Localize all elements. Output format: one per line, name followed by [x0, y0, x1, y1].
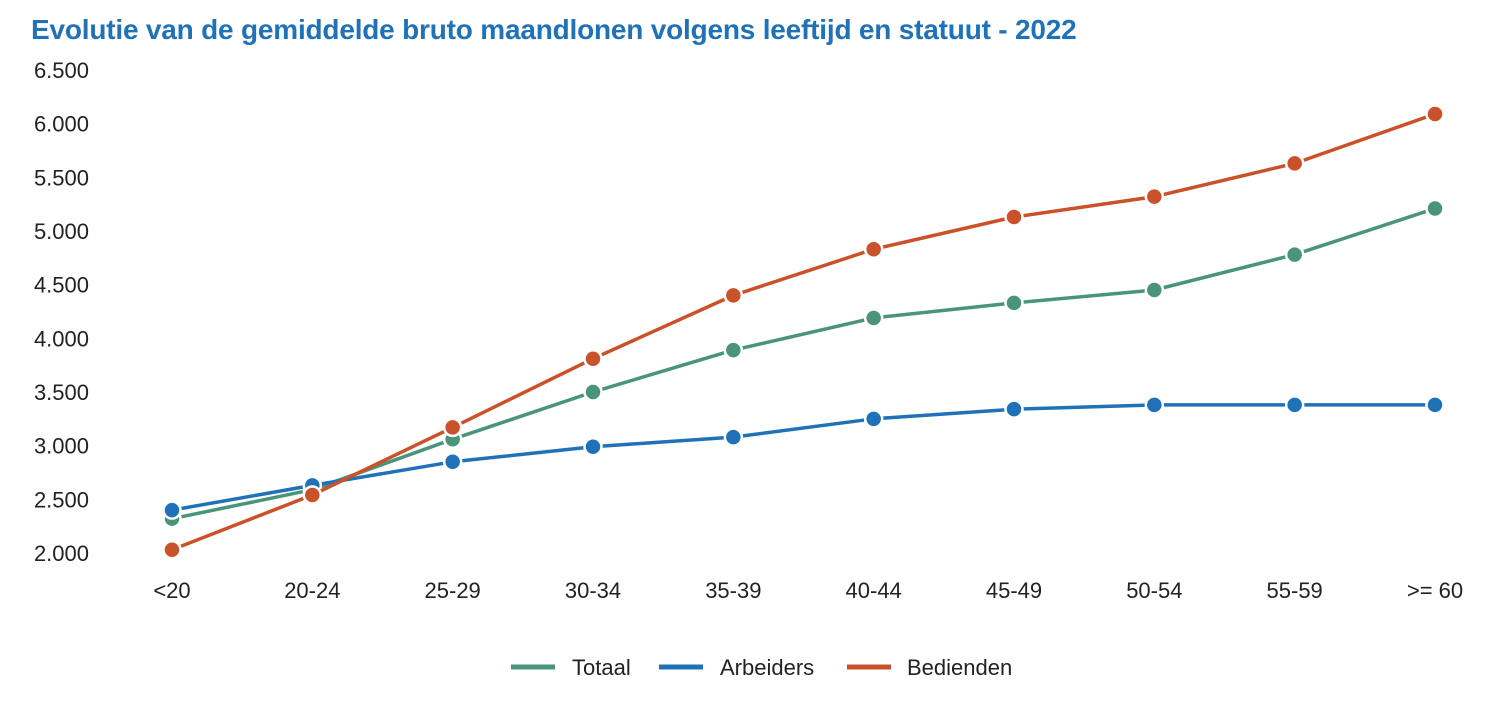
- x-tick-label: 55-59: [1267, 578, 1323, 603]
- y-tick-label: 2.000: [34, 541, 89, 566]
- data-point: [583, 348, 603, 369]
- data-point: [583, 382, 603, 402]
- data-point: [723, 427, 744, 447]
- legend-item-bedienden: Bedienden: [847, 655, 1012, 680]
- x-tick-label: 40-44: [846, 578, 902, 603]
- legend: Totaal Arbeiders Bedienden: [511, 655, 1012, 680]
- series-arbeiders: [162, 395, 1445, 520]
- data-point: [1284, 244, 1305, 265]
- series-line: [170, 403, 1437, 512]
- data-point: [162, 540, 182, 560]
- series-layer: [162, 104, 1445, 560]
- chart-title: Evolutie van de gemiddelde bruto maandlo…: [31, 14, 1077, 45]
- legend-label: Bedienden: [907, 655, 1012, 680]
- y-tick-label: 3.500: [34, 380, 89, 405]
- data-point: [1144, 186, 1165, 207]
- data-point: [863, 409, 884, 429]
- y-tick-label: 6.000: [34, 112, 89, 137]
- y-tick-label: 2.500: [34, 487, 89, 512]
- data-point: [1144, 395, 1165, 415]
- data-point: [863, 308, 884, 328]
- data-point: [1284, 395, 1305, 415]
- data-point: [863, 239, 884, 259]
- data-point: [723, 340, 744, 360]
- x-tick-label: 30-34: [565, 578, 621, 603]
- data-point: [442, 417, 463, 438]
- x-tick-label: 45-49: [986, 578, 1042, 603]
- legend-item-arbeiders: Arbeiders: [659, 655, 814, 680]
- x-axis: <20 20-24 25-29 30-34 35-39 40-44 45-49 50-54 55…: [153, 578, 1463, 603]
- data-point: [1144, 280, 1165, 300]
- x-tick-label: 35-39: [705, 578, 761, 603]
- x-tick-label: 25-29: [425, 578, 481, 603]
- data-point: [1004, 399, 1024, 419]
- y-tick-label: 4.500: [34, 273, 89, 298]
- x-tick-label: 20-24: [284, 578, 340, 603]
- x-tick-label: 50-54: [1126, 578, 1182, 603]
- data-point: [1425, 104, 1445, 124]
- y-tick-label: 6.500: [34, 58, 89, 83]
- y-tick-label: 5.500: [34, 165, 89, 190]
- legend-label: Totaal: [572, 655, 631, 680]
- y-tick-label: 4.000: [34, 326, 89, 351]
- series-bedienden: [162, 104, 1445, 560]
- data-point: [162, 500, 182, 520]
- data-point: [1284, 153, 1305, 174]
- series-line: [170, 206, 1437, 521]
- data-point: [1425, 198, 1445, 219]
- y-tick-label: 5.000: [34, 219, 89, 244]
- y-tick-label: 3.000: [34, 434, 89, 459]
- legend-label: Arbeiders: [720, 655, 814, 680]
- x-tick-label: >= 60: [1407, 578, 1463, 603]
- data-point: [442, 452, 463, 472]
- data-point: [1004, 207, 1024, 227]
- data-point: [302, 485, 323, 505]
- x-tick-label: <20: [153, 578, 190, 603]
- data-point: [1004, 293, 1024, 313]
- data-point: [583, 436, 603, 457]
- data-point: [723, 285, 744, 306]
- legend-item-totaal: Totaal: [511, 655, 631, 680]
- series-line: [170, 112, 1437, 552]
- data-point: [1425, 395, 1445, 415]
- y-axis: 2.000 2.500 3.000 3.500 4.000 4.500 5.000 5.500…: [34, 58, 89, 566]
